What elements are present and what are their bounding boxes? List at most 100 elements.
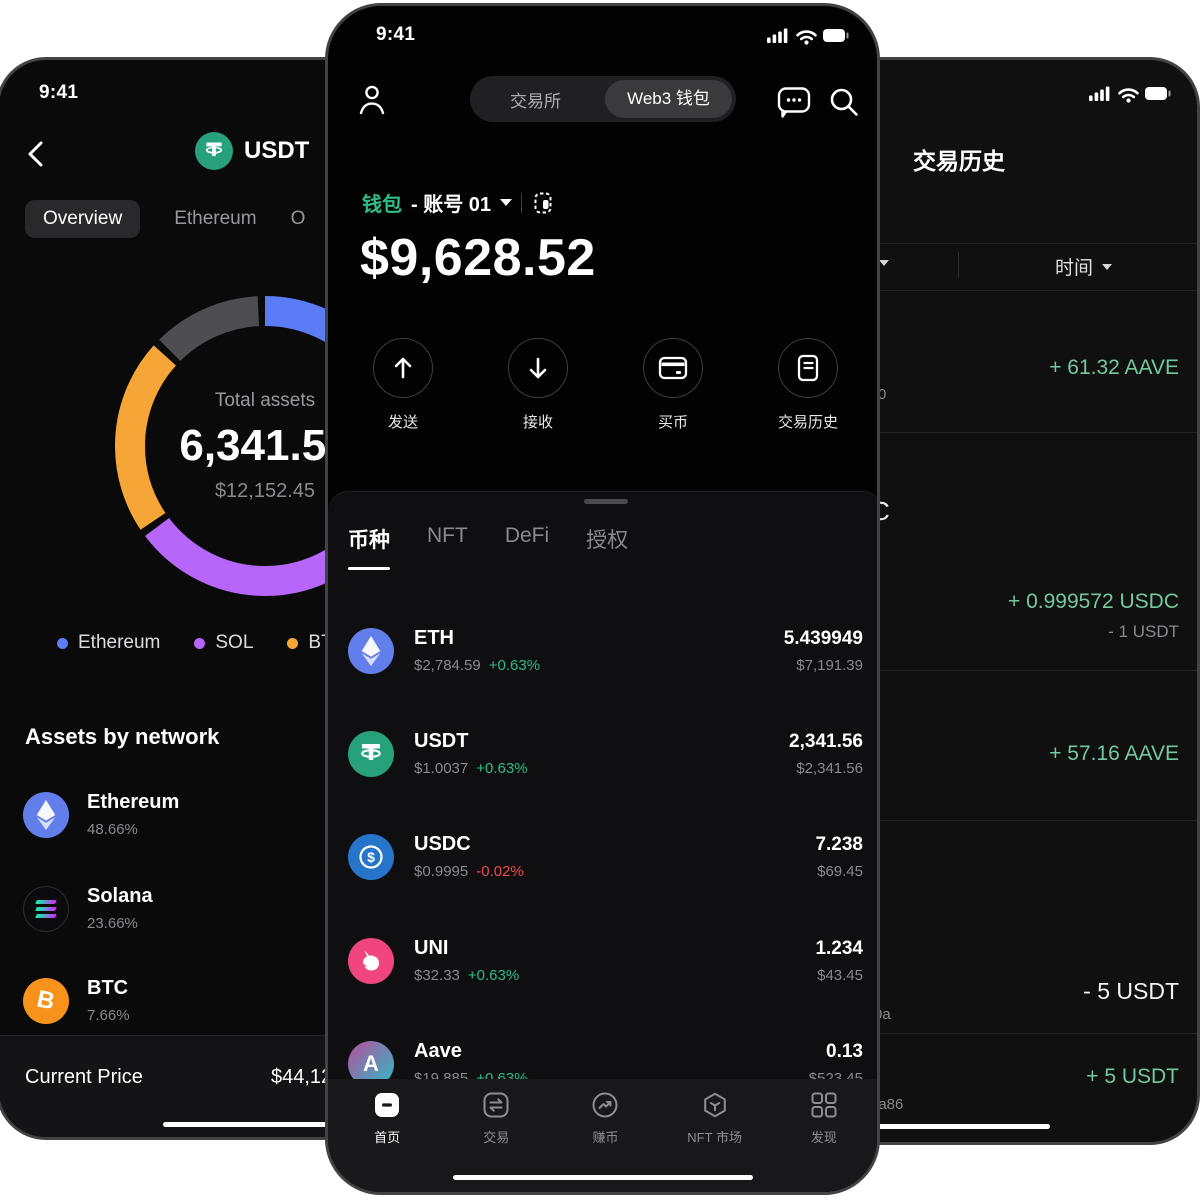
back-icon[interactable] bbox=[25, 140, 47, 168]
network-row-btc[interactable]: B BTC 7.66% bbox=[23, 977, 130, 1024]
tab-web3-wallet[interactable]: Web3 钱包 bbox=[605, 80, 732, 118]
usdt-icon bbox=[348, 731, 394, 777]
arrow-up-icon bbox=[394, 357, 412, 379]
total-assets-value: 6,341.56 bbox=[179, 420, 351, 470]
tx-sub-amount: - 1 USDT bbox=[1108, 622, 1179, 641]
filter-divider bbox=[958, 252, 959, 278]
tab-ethereum[interactable]: Ethereum bbox=[174, 208, 257, 229]
profile-icon[interactable] bbox=[356, 82, 388, 118]
current-price-value: $44,12 bbox=[271, 1066, 333, 1088]
chat-icon[interactable] bbox=[776, 85, 812, 119]
donut-center-labels: Total assets 6,341.56 $12,152.45 bbox=[115, 296, 415, 596]
network-name: BTC bbox=[87, 977, 129, 999]
token-symbol: UNI bbox=[414, 937, 449, 959]
buy-crypto-button[interactable]: 买币 bbox=[613, 338, 733, 432]
token-row-usdt[interactable]: USDT $1.0037 +0.63% 2,341.56 $2,341.56 bbox=[348, 709, 863, 799]
home-icon bbox=[375, 1093, 400, 1117]
tx-amount[interactable]: + 0.999572 USDC bbox=[1007, 590, 1179, 613]
tab-defi[interactable]: DeFi bbox=[504, 524, 550, 547]
receive-button[interactable]: 接收 bbox=[478, 338, 598, 432]
nav-nft-market[interactable]: NFT 市场 bbox=[665, 1092, 765, 1192]
btc-icon: B bbox=[23, 977, 69, 1024]
send-button[interactable]: 发送 bbox=[343, 338, 463, 432]
tab-approvals[interactable]: 授权 bbox=[586, 529, 629, 552]
history-button[interactable]: 交易历史 bbox=[748, 338, 868, 432]
assets-by-network-heading: Assets by network bbox=[25, 724, 220, 749]
network-percent: 23.66% bbox=[87, 915, 138, 932]
tx-amount[interactable]: + 61.32 AAVE bbox=[1049, 356, 1179, 379]
switch-wallet-icon[interactable] bbox=[531, 191, 555, 215]
nav-trade[interactable]: 交易 bbox=[446, 1092, 546, 1192]
tab-exchange[interactable]: 交易所 bbox=[510, 91, 561, 111]
home-indicator bbox=[720, 1124, 1050, 1129]
status-icons bbox=[1089, 86, 1171, 103]
arrow-down-icon bbox=[529, 357, 547, 379]
usdc-icon: $ bbox=[348, 834, 394, 880]
token-value: $7,191.39 bbox=[796, 657, 863, 674]
tx-amount[interactable]: - 5 USDT bbox=[1083, 978, 1179, 1004]
token-row-uni[interactable]: UNI $32.33 +0.63% 1.234 $43.45 bbox=[348, 916, 863, 1006]
mode-switcher: 交易所 Web3 钱包 bbox=[470, 76, 736, 122]
legend-dot-ethereum bbox=[57, 637, 68, 649]
token-price: $1.0037 bbox=[414, 760, 469, 777]
tab-partial[interactable]: O bbox=[290, 208, 306, 229]
action-buttons: 发送 接收 买币 交易历史 bbox=[328, 338, 877, 432]
nav-home[interactable]: 首页 bbox=[337, 1092, 437, 1192]
token-symbol: Aave bbox=[414, 1040, 462, 1062]
asset-tabs: Overview Ethereum O bbox=[25, 200, 305, 238]
wallet-label: 钱包 bbox=[362, 194, 402, 216]
token-amount: 7.238 bbox=[815, 834, 863, 855]
center-phone: 9:41 交易所 Web3 钱包 钱包 - 账号 01 $9,628.52 bbox=[325, 3, 880, 1195]
tx-amount[interactable]: + 57.16 AAVE bbox=[1049, 742, 1179, 765]
tab-nft[interactable]: NFT bbox=[427, 524, 468, 547]
network-name: Solana bbox=[87, 885, 153, 907]
tx-amount[interactable]: + 5 USDT bbox=[1086, 1065, 1179, 1088]
time-filter-label: 时间 bbox=[1055, 258, 1094, 279]
document-icon bbox=[797, 354, 819, 382]
legend-dot-sol bbox=[194, 637, 206, 649]
nav-discover-label: 发现 bbox=[810, 1130, 837, 1145]
chevron-down-icon bbox=[1102, 263, 1113, 270]
legend-ethereum: Ethereum bbox=[57, 632, 160, 654]
assets-sheet: 币种 NFT DeFi 授权 bbox=[328, 491, 877, 1192]
network-row-solana[interactable]: Solana 23.66% bbox=[23, 885, 153, 932]
token-symbol: USDT bbox=[414, 730, 469, 752]
divider bbox=[568, 243, 1197, 244]
eth-icon bbox=[348, 628, 394, 674]
home-indicator bbox=[452, 1175, 753, 1180]
network-row-ethereum[interactable]: Ethereum 48.66% bbox=[23, 791, 179, 838]
filter-caret-partial[interactable] bbox=[879, 260, 889, 266]
token-amount: 2,341.56 bbox=[789, 731, 863, 752]
tx-partial-text: 0 bbox=[878, 386, 887, 403]
divider bbox=[568, 670, 1197, 671]
tab-crypto[interactable]: 币种 bbox=[348, 524, 390, 570]
token-value: $2,341.56 bbox=[796, 760, 863, 777]
buy-label: 买币 bbox=[657, 414, 688, 431]
token-row-usdc[interactable]: $ USDC $0.9995 -0.02% 7.238 $69.45 bbox=[348, 812, 863, 902]
bottom-nav: 首页 交易 赚币 NFT 市场 发现 bbox=[328, 1079, 877, 1192]
page-title: USDT bbox=[195, 132, 309, 170]
card-icon bbox=[658, 356, 688, 380]
tab-overview[interactable]: Overview bbox=[25, 200, 141, 238]
sheet-tabs: 币种 NFT DeFi 授权 bbox=[348, 524, 628, 570]
account-selector[interactable]: 钱包 - 账号 01 bbox=[362, 188, 555, 217]
earn-icon bbox=[592, 1092, 618, 1118]
svg-text:$: $ bbox=[367, 849, 375, 865]
usdt-icon bbox=[195, 132, 233, 170]
token-row-eth[interactable]: ETH $2,784.59 +0.63% 5.439949 $7,191.39 bbox=[348, 606, 863, 696]
home-indicator bbox=[163, 1122, 363, 1127]
chevron-down-icon bbox=[500, 199, 513, 206]
divider bbox=[568, 1033, 1197, 1034]
drag-handle[interactable] bbox=[583, 499, 628, 504]
search-icon[interactable] bbox=[828, 86, 860, 118]
time-filter[interactable]: 时间 bbox=[1055, 253, 1113, 280]
token-price: $2,784.59 bbox=[414, 657, 481, 674]
token-price: $32.33 bbox=[414, 967, 460, 984]
token-amount: 1.234 bbox=[815, 938, 863, 959]
legend-dot-btc bbox=[287, 637, 299, 649]
nav-earn[interactable]: 赚币 bbox=[555, 1092, 655, 1192]
account-name: - 账号 01 bbox=[411, 194, 492, 216]
trade-icon bbox=[483, 1092, 509, 1118]
nav-discover[interactable]: 发现 bbox=[774, 1092, 874, 1192]
token-change: +0.63% bbox=[476, 760, 528, 777]
